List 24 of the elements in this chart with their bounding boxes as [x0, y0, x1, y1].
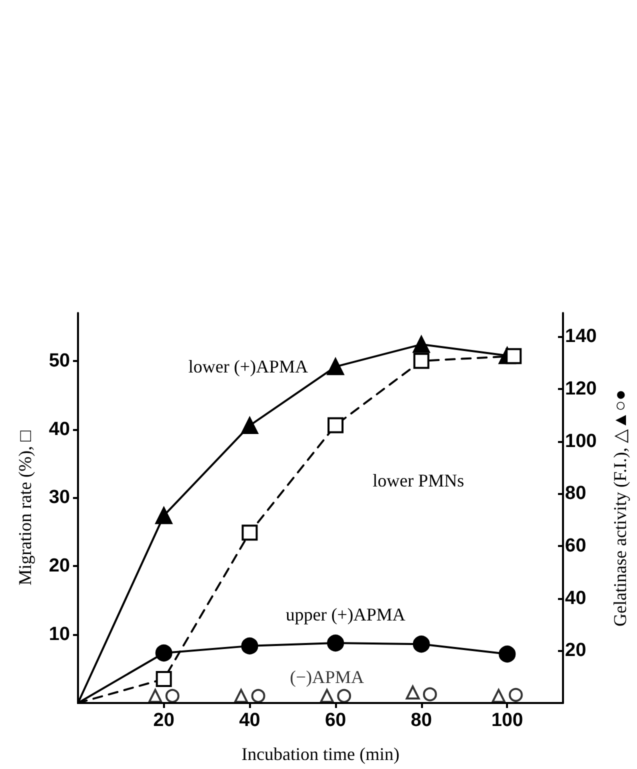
- y-tick-label: 10: [48, 624, 70, 646]
- x-axis-title: Incubation time (min): [242, 744, 400, 764]
- series-label: (−)APMA: [290, 666, 364, 687]
- series-label: lower (+)APMA: [188, 356, 308, 377]
- y-tick-label: 50: [48, 350, 70, 372]
- y2-tick-label: 140: [565, 326, 597, 348]
- x-tick-label: 100: [491, 710, 524, 731]
- y-tick-label: 20: [48, 556, 70, 577]
- y2-tick-label: 120: [565, 378, 597, 400]
- y2-tick-label: 80: [565, 483, 586, 504]
- x-tick-label: 20: [153, 710, 174, 731]
- x-tick-label: 40: [239, 710, 260, 731]
- x-tick-label: 80: [410, 710, 432, 731]
- text: lower PMNs: [372, 470, 464, 491]
- y2-tick-label: 100: [565, 430, 597, 452]
- y-axis-title: Migration rate (%), □: [15, 430, 35, 586]
- y2-tick-label: 20: [565, 640, 586, 662]
- y2-tick-label: 60: [565, 535, 586, 556]
- y-tick-label: 30: [48, 487, 70, 508]
- y2-tick-label: 40: [565, 588, 586, 609]
- series-label: upper (+)APMA: [286, 604, 406, 625]
- y-tick-label: 40: [48, 418, 70, 440]
- y2-axis-title: Gelatinase activity (F.I.), △▲○●: [610, 390, 630, 626]
- x-tick-label: 60: [324, 710, 346, 731]
